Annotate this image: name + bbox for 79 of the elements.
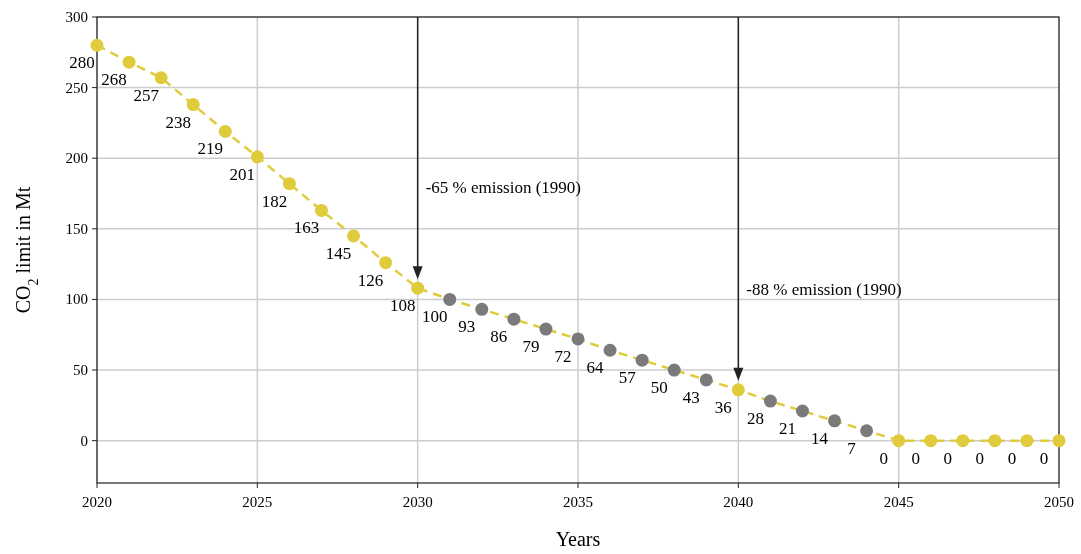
data-label: 280 (69, 53, 95, 73)
x-tick-label: 2020 (82, 494, 112, 510)
y-tick-label: 100 (65, 291, 88, 308)
data-label: 268 (101, 70, 127, 90)
point (795, 404, 809, 418)
point (667, 363, 681, 377)
x-tick-label: 2040 (723, 494, 754, 510)
point (956, 434, 970, 448)
data-label: 57 (618, 368, 637, 388)
point (763, 394, 777, 408)
point (347, 229, 361, 243)
data-label: 72 (554, 346, 572, 366)
point (411, 281, 425, 295)
data-label: 219 (197, 139, 224, 159)
data-label: 0 (879, 448, 888, 468)
point (90, 38, 104, 52)
x-tick-label: 2030 (402, 494, 433, 510)
point (250, 150, 264, 164)
y-tick-label: 200 (65, 150, 88, 167)
data-label: 100 (421, 307, 448, 327)
point (218, 124, 232, 138)
data-label: 21 (778, 418, 796, 438)
data-label: 43 (682, 387, 700, 407)
data-label: 7 (847, 438, 857, 458)
data-label: 0 (1039, 448, 1049, 468)
data-label: 126 (357, 270, 384, 290)
data-label: 182 (261, 191, 288, 211)
y-tick-label: 300 (65, 9, 88, 25)
point (186, 98, 200, 112)
point (828, 414, 842, 428)
point (1052, 434, 1066, 448)
point (571, 332, 585, 346)
y-tick-label: 250 (65, 79, 88, 96)
data-label: 28 (746, 409, 764, 429)
data-label: 163 (293, 218, 320, 238)
y-tick-label: 0 (80, 432, 88, 449)
ref-line-label: -88 % emission (1990) (746, 279, 902, 299)
point (507, 312, 521, 326)
data-label: 108 (389, 296, 416, 316)
data-label: 0 (943, 448, 953, 468)
data-label: 14 (811, 428, 829, 448)
data-label: 0 (911, 448, 920, 468)
data-label: 257 (133, 85, 160, 105)
point (860, 424, 874, 438)
point (731, 383, 745, 397)
point (603, 343, 617, 357)
point (475, 302, 489, 316)
data-label: 201 (229, 164, 256, 184)
x-axis-title: Years (555, 528, 601, 550)
point (892, 434, 906, 448)
x-tick-label: 2025 (242, 494, 273, 510)
point (699, 373, 713, 387)
x-tick-label: 2035 (563, 494, 593, 510)
point (988, 434, 1002, 448)
data-label: 64 (586, 358, 605, 378)
ref-line-label: -65 % emission (1990) (425, 178, 582, 198)
point (282, 177, 296, 191)
point (122, 55, 136, 69)
point (379, 256, 393, 270)
y-tick-label: 150 (65, 220, 88, 237)
y-tick-label: 50 (73, 362, 88, 379)
data-label: 0 (1007, 448, 1017, 468)
data-label: 93 (458, 317, 476, 337)
x-tick-label: 2045 (883, 494, 914, 510)
x-tick-label: 2050 (1044, 494, 1074, 510)
data-label: 238 (165, 112, 191, 132)
data-label: 86 (490, 327, 508, 347)
data-label: 79 (522, 337, 540, 357)
point (635, 353, 649, 367)
point (1020, 434, 1034, 448)
data-label: 145 (325, 243, 352, 263)
data-label: 50 (650, 378, 668, 398)
point (443, 292, 457, 306)
point (539, 322, 553, 336)
point (314, 203, 328, 217)
point (924, 434, 938, 448)
data-label: 36 (714, 397, 732, 417)
data-label: 0 (975, 448, 985, 468)
point (154, 71, 168, 85)
